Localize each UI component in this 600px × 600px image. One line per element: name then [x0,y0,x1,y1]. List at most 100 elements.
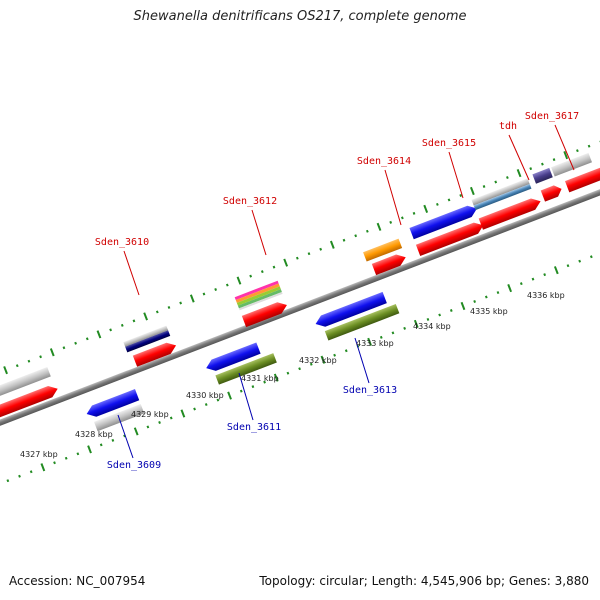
feature-sden-3617-red[interactable] [540,166,600,202]
feature-sden-3612-stack[interactable] [234,280,283,311]
major-tick [367,337,372,346]
minor-tick [391,331,395,335]
feature-tdh-gray[interactable] [471,178,532,211]
major-tick [516,168,522,178]
minor-tick [426,317,430,321]
major-tick [49,348,55,357]
kbp-label: 4330 kbp [186,391,224,400]
minor-tick [239,389,243,393]
minor-tick [365,229,369,233]
minor-tick [309,362,313,366]
major-tick [96,330,102,339]
feature-sden-3610-red[interactable] [132,340,178,367]
gene-sden-3615-leader-line [448,151,464,199]
major-tick [87,445,92,454]
minor-tick [146,425,150,429]
gene-sden-3614-leader-line [384,169,402,226]
minor-tick [342,238,346,242]
gene-sden-3612-label[interactable]: Sden_3612 [223,196,277,207]
major-tick [329,240,335,249]
feature-sden-3609-blue[interactable] [85,389,140,420]
minor-tick [249,274,253,278]
gene-sden-3609-label[interactable]: Sden_3609 [107,460,161,471]
major-tick [40,463,46,472]
gene-sden-3611-label[interactable]: Sden_3611 [227,422,281,433]
feature-sden-3611-blue[interactable] [204,342,261,373]
minor-tick [132,319,136,323]
feature-sden-3613-olive[interactable] [324,303,400,341]
minor-tick [576,149,579,153]
feature-sden-3612-red[interactable] [241,299,289,328]
major-tick [236,276,242,285]
gene-tdh-label[interactable]: tdh [499,121,517,132]
genome-backbone [0,153,600,460]
feature-sden-3614-red[interactable] [371,252,408,276]
major-tick [423,204,429,213]
minor-tick [39,355,42,359]
minor-tick [99,443,103,447]
feature-sden-3615-red[interactable] [415,220,486,256]
feature-sden-3611-olive[interactable] [215,353,277,385]
minor-tick [169,416,173,420]
gene-tdh-leader-line [508,134,530,181]
gene-sden-3609-leader-line [117,414,134,459]
minor-tick [298,367,301,371]
minor-tick [202,292,206,296]
gene-sden-3615-label[interactable]: Sden_3615 [422,138,476,149]
minor-tick [519,282,523,286]
feature-sden-3610-navy[interactable] [123,325,171,353]
feature-gray-left-top[interactable] [0,367,51,406]
map-title: Shewanella denitrificans OS217, complete… [133,9,467,24]
gene-sden-3610-leader-line [123,250,140,296]
major-tick [283,258,289,267]
minor-tick [529,167,533,171]
minor-tick [307,252,311,256]
feature-tdh-red[interactable] [478,196,543,230]
feature-sden-3613-blue[interactable] [313,291,387,330]
minor-tick [74,341,77,345]
feature-sden-3614-orange[interactable] [363,238,403,262]
major-tick [376,222,382,231]
feature-sden-3615-blue[interactable] [409,203,479,240]
kbp-label: 4336 kbp [527,291,565,300]
minor-tick [344,349,348,353]
minor-tick [506,176,509,180]
minor-tick [459,193,463,197]
minor-tick [225,283,229,287]
gene-sden-3613-leader-line [354,337,370,384]
minor-tick [158,420,161,424]
minor-tick [15,364,19,368]
feature-red-left-top[interactable] [0,383,60,425]
gene-sden-3613-label[interactable]: Sden_3613 [343,385,397,396]
gene-sden-3614-label[interactable]: Sden_3614 [357,156,411,167]
gene-sden-3617-label[interactable]: Sden_3617 [525,111,579,122]
minor-tick [120,323,124,327]
minor-tick [64,456,68,460]
minor-tick [438,313,441,317]
minor-tick [578,259,582,263]
minor-tick [193,407,196,411]
minor-tick [552,158,556,162]
minor-tick [214,288,218,292]
minor-tick [6,479,10,483]
kbp-label: 4328 kbp [75,430,113,439]
minor-tick [400,216,404,220]
minor-tick [216,398,220,402]
minor-tick [29,470,33,474]
minor-tick [333,353,336,357]
gene-sden-3611-leader-line [238,372,254,421]
gene-sden-3610-label[interactable]: Sden_3610 [95,237,149,248]
genome-summary: Topology: circular; Length: 4,545,906 bp… [259,574,589,588]
minor-tick [589,255,593,259]
minor-tick [389,220,393,224]
major-tick [133,427,139,436]
minor-tick [473,300,477,303]
minor-tick [286,371,290,375]
accession-label: Accession: NC_007954 [9,574,146,588]
minor-tick [62,346,66,350]
minor-tick [543,273,547,277]
kbp-label: 4335 kbp [470,307,508,316]
gene-sden-3617-leader-line [554,124,575,171]
kbp-label: 4327 kbp [20,450,58,459]
